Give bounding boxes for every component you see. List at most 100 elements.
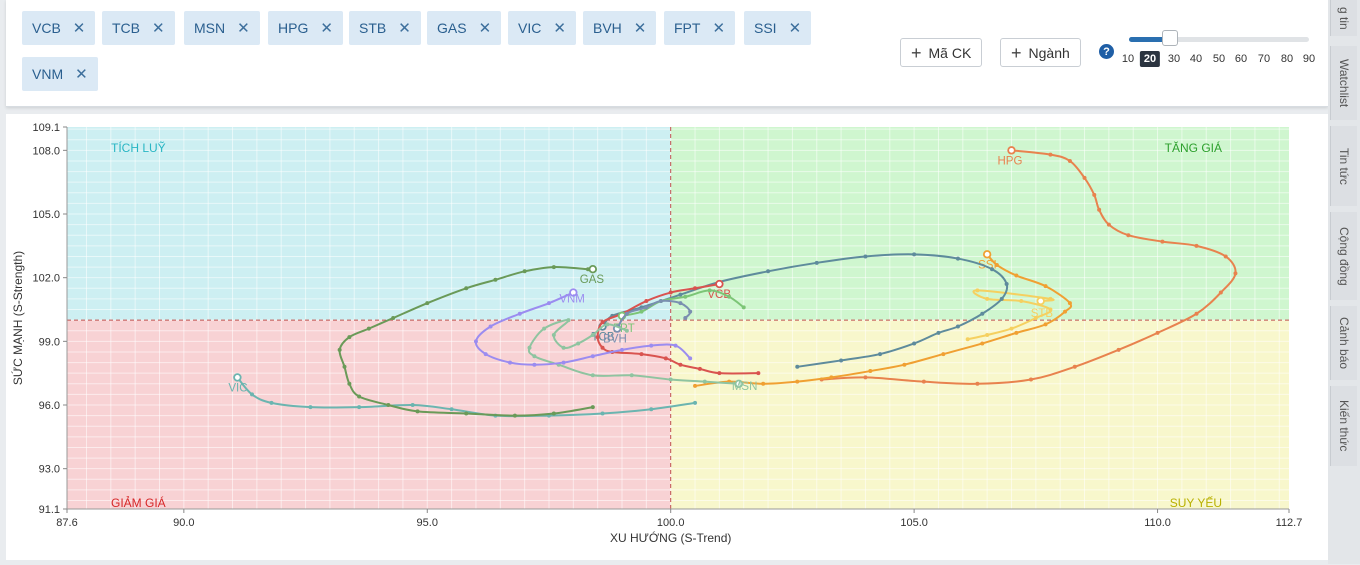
period-option-70[interactable]: 70 bbox=[1257, 53, 1271, 65]
series-point-vic bbox=[308, 405, 313, 410]
period-option-90[interactable]: 90 bbox=[1302, 53, 1316, 65]
series-point-fpt bbox=[683, 294, 688, 299]
close-icon[interactable]: ✕ bbox=[788, 20, 802, 37]
sidebar-tab-label: Kiến thức bbox=[1337, 400, 1351, 452]
series-point-hpg bbox=[1155, 330, 1160, 335]
series-head-vcb[interactable] bbox=[715, 279, 724, 289]
period-option-30[interactable]: 30 bbox=[1167, 53, 1181, 65]
series-head-msn[interactable] bbox=[734, 379, 744, 388]
ticker-chip-hpg: HPG ✕ bbox=[268, 11, 343, 45]
period-slider[interactable] bbox=[1129, 30, 1309, 46]
series-point-ssi bbox=[761, 381, 766, 386]
y-tick-label: 96.0 bbox=[39, 400, 60, 412]
quadrant-accumulate bbox=[67, 127, 671, 321]
series-point-vnm bbox=[532, 362, 537, 367]
series-label-stb: STB bbox=[1031, 308, 1054, 320]
series-point-msn bbox=[542, 326, 547, 331]
series-point-stb bbox=[985, 296, 990, 301]
series-label-msn: MSN bbox=[732, 381, 758, 393]
ticker-chip-stb: STB ✕ bbox=[349, 11, 421, 45]
series-point-stb bbox=[1019, 299, 1024, 304]
series-point-bvh bbox=[658, 299, 663, 304]
series-head-ssi[interactable] bbox=[982, 250, 992, 259]
y-tick-label: 105.0 bbox=[32, 209, 60, 221]
close-icon[interactable]: ✕ bbox=[72, 20, 86, 37]
plus-icon: + bbox=[1011, 42, 1022, 63]
y-tick-label: 91.1 bbox=[39, 504, 60, 516]
x-tick-label: 112.7 bbox=[1276, 517, 1303, 529]
period-option-80[interactable]: 80 bbox=[1280, 53, 1294, 65]
series-point-hpg bbox=[1067, 158, 1072, 163]
series-point-fpt bbox=[727, 294, 732, 299]
series-point-vnm bbox=[508, 360, 513, 365]
series-point-vcb bbox=[595, 335, 600, 340]
y-tick-label: 93.0 bbox=[39, 464, 60, 476]
series-head-gas[interactable] bbox=[588, 264, 598, 274]
series-point-ssi bbox=[1063, 309, 1068, 314]
close-icon[interactable]: ✕ bbox=[712, 20, 726, 37]
series-point-gas bbox=[347, 335, 352, 340]
series-point-vnm bbox=[561, 360, 566, 365]
series-point-vcb bbox=[697, 366, 702, 371]
period-option-40[interactable]: 40 bbox=[1189, 53, 1203, 65]
sidebar-tab-3[interactable]: Cộng đồng bbox=[1330, 212, 1357, 300]
series-point-gas bbox=[391, 316, 396, 320]
add-stock-button[interactable]: + Mã CK bbox=[900, 38, 983, 67]
series-point-stb bbox=[1048, 296, 1053, 301]
series-head-stb[interactable] bbox=[1036, 296, 1045, 306]
series-point-ssi bbox=[1043, 284, 1048, 289]
close-icon[interactable]: ✕ bbox=[398, 20, 411, 37]
period-option-50[interactable]: 50 bbox=[1212, 53, 1226, 65]
plus-icon: + bbox=[911, 42, 922, 63]
period-option-60[interactable]: 60 bbox=[1234, 53, 1248, 65]
period-option-20[interactable]: 20 bbox=[1139, 51, 1161, 67]
period-tick-labels: 10 20 30 40 50 60 70 80 90 bbox=[1118, 51, 1323, 69]
close-icon[interactable]: ✕ bbox=[152, 20, 165, 37]
period-option-10[interactable]: 10 bbox=[1121, 53, 1135, 65]
close-icon[interactable]: ✕ bbox=[75, 66, 88, 83]
sidebar-tab-1[interactable]: Watchlist bbox=[1330, 46, 1357, 120]
series-point-gas bbox=[342, 364, 347, 369]
series-point-fpt bbox=[707, 288, 712, 293]
series-point-vcb bbox=[756, 371, 761, 376]
series-point-gas bbox=[551, 265, 556, 270]
sidebar-tab-5[interactable]: Kiến thức bbox=[1330, 386, 1357, 466]
x-tick-label: 87.6 bbox=[56, 517, 77, 529]
series-label-vnm: VNM bbox=[559, 294, 585, 306]
close-icon[interactable]: ✕ bbox=[633, 20, 647, 37]
series-point-msn bbox=[590, 373, 595, 378]
series-point-stb bbox=[975, 288, 980, 293]
close-icon[interactable]: ✕ bbox=[478, 20, 492, 37]
close-icon[interactable]: ✕ bbox=[553, 20, 566, 37]
sidebar-tab-4[interactable]: Cảnh báo bbox=[1330, 306, 1357, 380]
add-sector-button[interactable]: + Ngành bbox=[1000, 38, 1081, 67]
slider-handle[interactable] bbox=[1161, 30, 1178, 46]
ticker-chip-gas: GAS ✕ bbox=[427, 11, 502, 45]
series-point-tcb bbox=[912, 252, 917, 257]
close-icon[interactable]: ✕ bbox=[237, 20, 250, 37]
sidebar-tab-2[interactable]: Tin tức bbox=[1330, 126, 1357, 206]
series-point-vic bbox=[357, 405, 362, 410]
ticker-chip-bvh: BVH ✕ bbox=[583, 11, 657, 45]
ticker-chip-label: HPG bbox=[278, 20, 309, 36]
series-point-hpg bbox=[1116, 347, 1121, 352]
series-head-vnm[interactable] bbox=[569, 288, 578, 297]
series-point-vnm bbox=[649, 343, 654, 348]
series-point-hpg bbox=[1106, 222, 1111, 227]
help-icon[interactable]: ? bbox=[1099, 44, 1114, 59]
series-head-vic[interactable] bbox=[233, 373, 242, 382]
sidebar-tab-label: Cộng đồng bbox=[1337, 226, 1351, 286]
series-line-vic bbox=[236, 376, 697, 418]
series-point-tcb bbox=[955, 324, 960, 329]
series-point-msn bbox=[532, 354, 537, 359]
series-point-ssi bbox=[1014, 330, 1019, 335]
close-icon[interactable]: ✕ bbox=[320, 20, 333, 37]
ticker-chip-msn: MSN ✕ bbox=[184, 11, 260, 45]
series-point-vic bbox=[693, 400, 698, 405]
series-head-hpg[interactable] bbox=[1007, 146, 1016, 155]
series-point-hpg bbox=[1092, 192, 1097, 197]
sidebar-tab-0[interactable]: g tin bbox=[1330, 0, 1357, 36]
series-point-vcb bbox=[639, 352, 644, 357]
series-point-msn bbox=[629, 373, 634, 378]
series-point-gas bbox=[551, 411, 556, 416]
